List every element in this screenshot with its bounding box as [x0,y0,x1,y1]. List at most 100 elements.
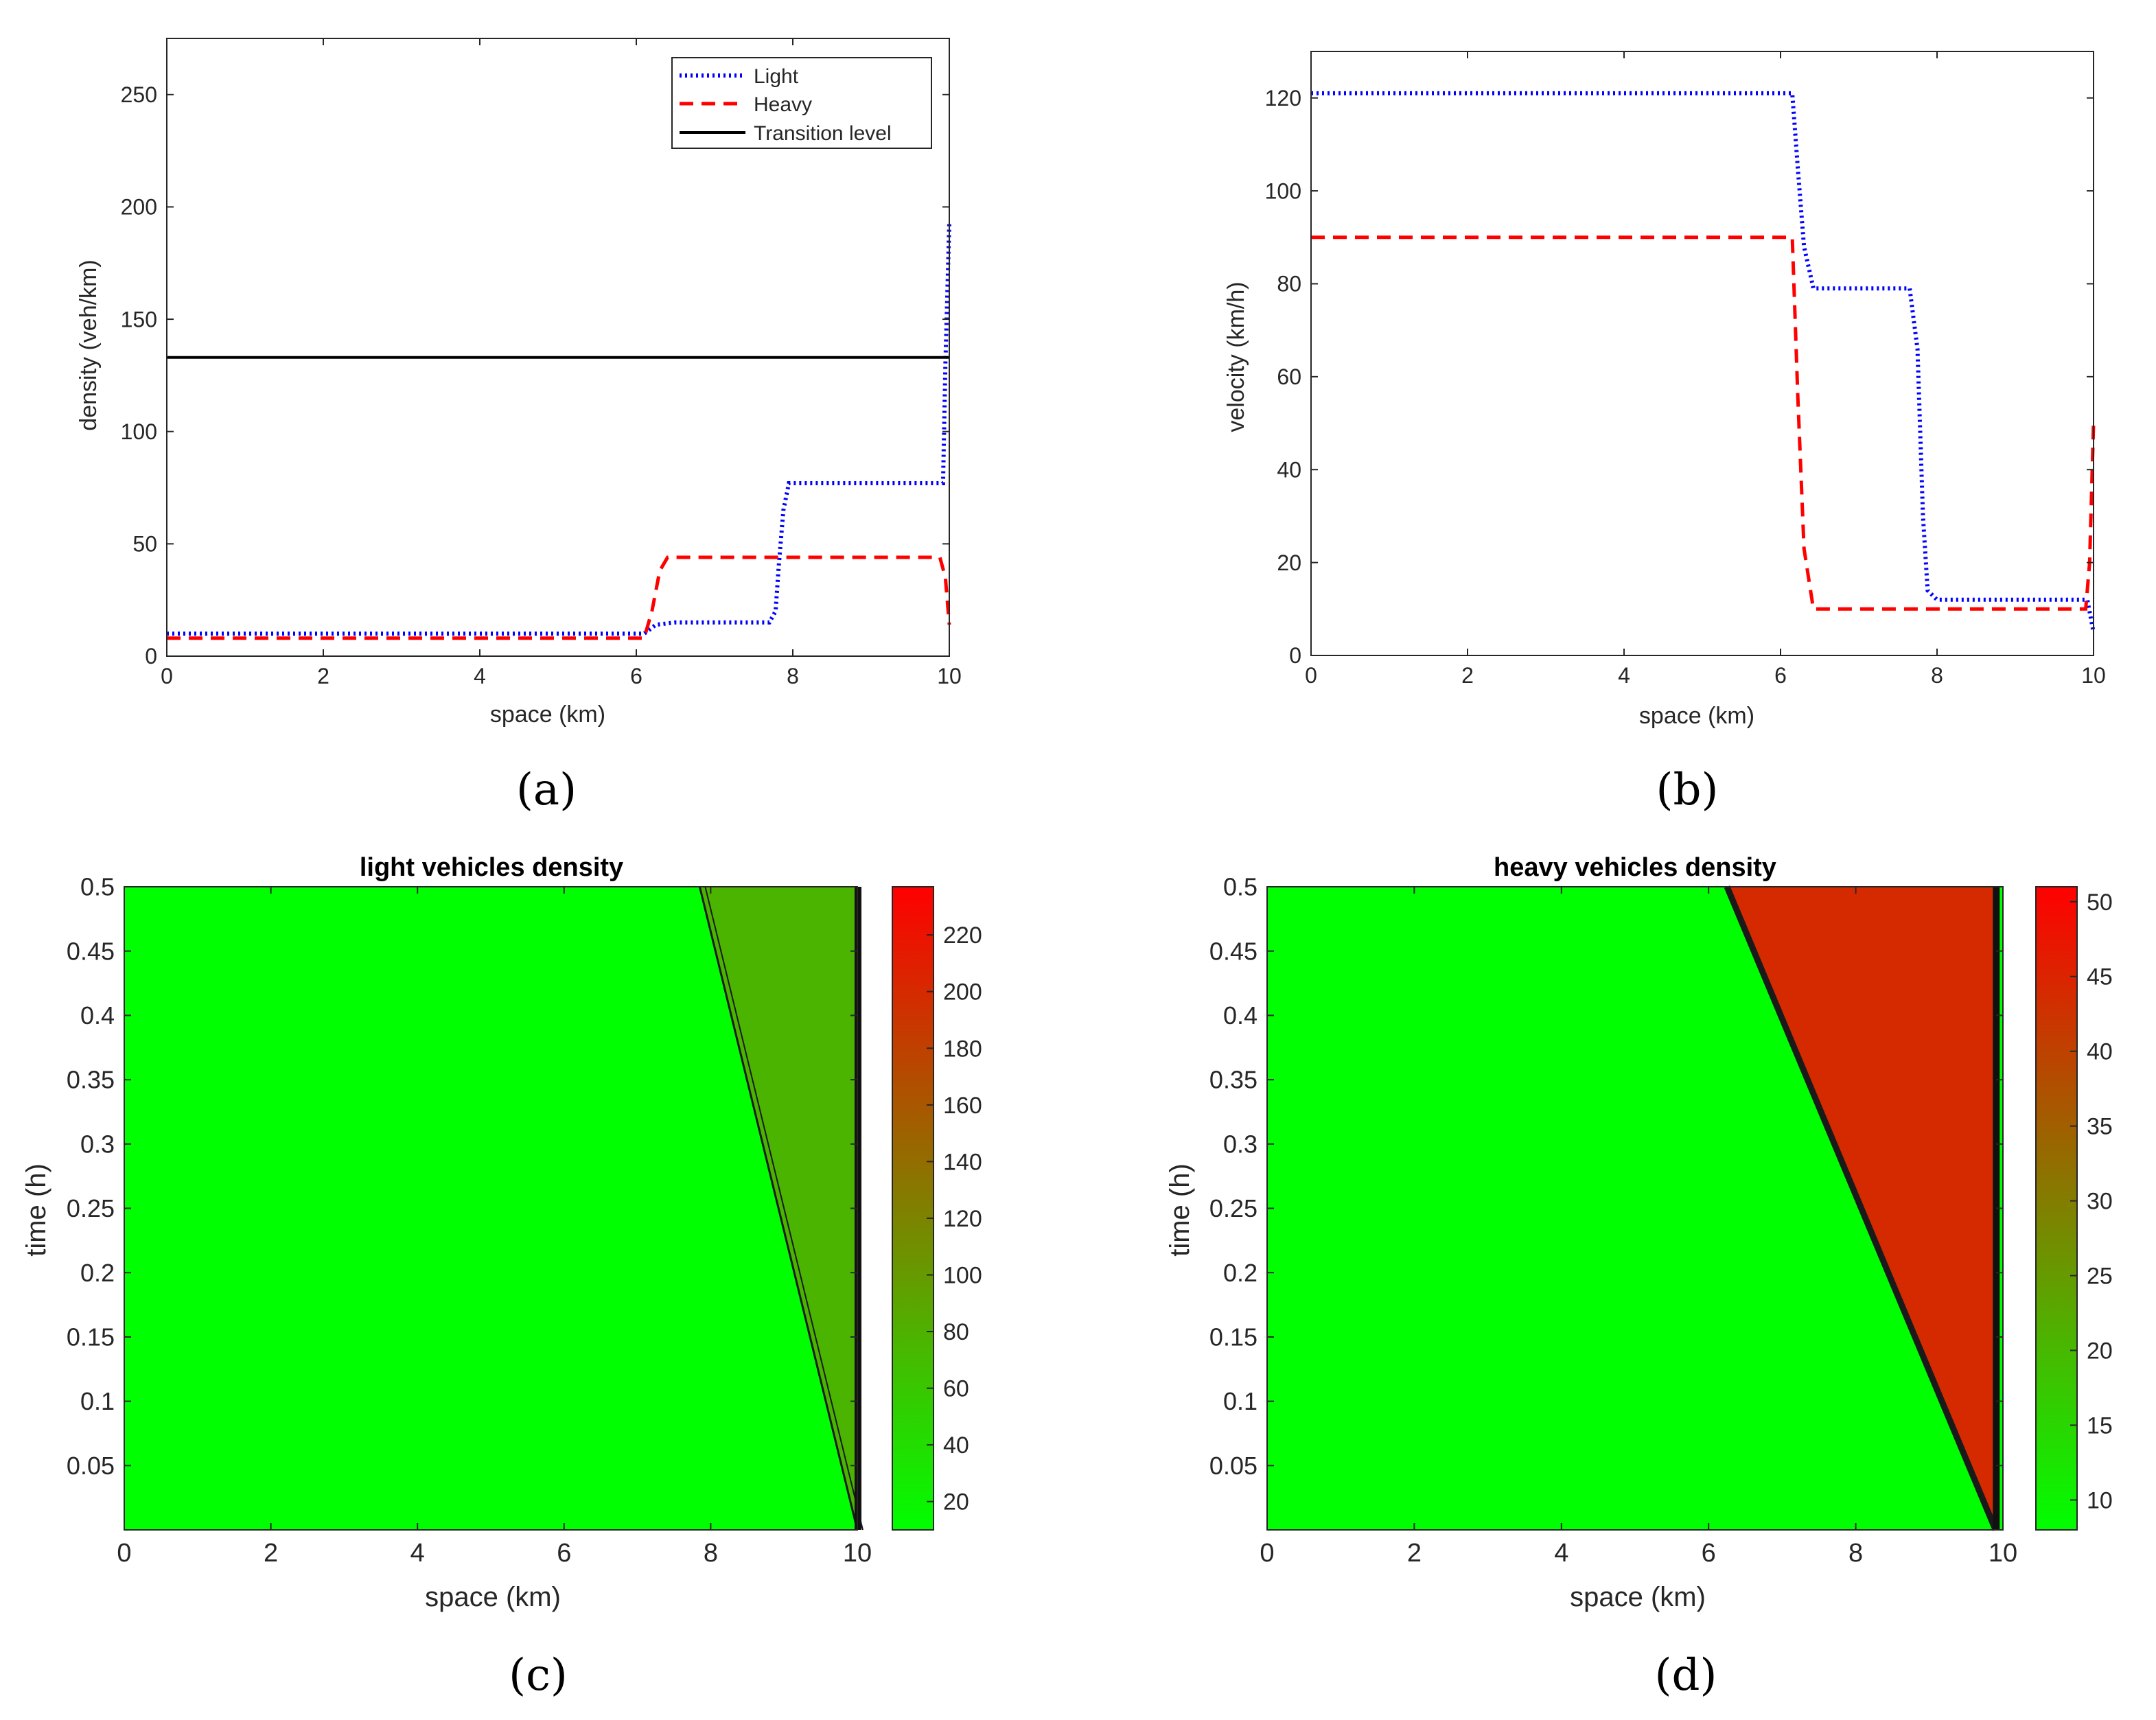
x-tick-label: 6 [1702,1539,1716,1568]
series-light [167,222,951,636]
panel-b-label: (b) [1656,765,1719,815]
y-tick-label: 120 [1265,86,1301,111]
y-tick-label: 0.5 [80,873,115,901]
x-tick-label: 8 [704,1539,718,1568]
legend-heavy-label: Heavy [754,93,812,116]
y-tick-label: 0.1 [80,1387,115,1415]
colorbar-tick-label: 20 [943,1489,969,1515]
y-tick-label: 0.35 [1209,1066,1257,1094]
colorbar-tick-label: 100 [943,1263,982,1289]
y-tick-label: 150 [121,307,157,332]
x-tick-label: 8 [1931,663,1943,688]
legend-transition-label: Transition level [754,122,892,145]
x-tick-label: 8 [1848,1539,1863,1568]
colorbar-tick-label: 80 [943,1319,969,1345]
colorbar-tick-label: 40 [943,1432,969,1458]
panel-a-label: (a) [516,765,577,815]
x-tick-label: 0 [117,1539,131,1568]
y-tick-label: 0.25 [1209,1194,1257,1222]
plot-frame [166,38,950,657]
x-tick-label: 10 [2081,663,2106,688]
panel-c-title: light vehicles density [360,853,623,882]
colorbar-tick-label: 60 [943,1376,969,1402]
x-tick-label: 0 [1305,663,1317,688]
shock-front-contour [698,886,859,1531]
x-tick-label: 4 [410,1539,425,1568]
y-tick-label: 0.45 [67,937,115,965]
panel-a-xlabel: space (km) [490,701,605,728]
colorbar-tick-label: 25 [2087,1264,2113,1290]
y-tick-label: 0.45 [1209,937,1257,965]
y-tick-label: 250 [121,82,157,107]
colorbar-tick-label: 45 [2087,964,2113,990]
y-tick-label: 0 [1289,643,1301,668]
panel-d: heavy vehicles density 0 2 4 6 8 10 0.05 0.1 0.1… [1165,853,2113,1701]
x-tick-label: 2 [264,1539,278,1568]
panel-c-plot: 0 2 4 6 8 10 0.05 0.1 0.15 0.2 0.25 0.3 0.35 0.4 0.45 0… [67,873,982,1568]
y-tick-label: 0.3 [1223,1130,1257,1158]
series-light [1311,91,2096,633]
y-tick-label: 0.35 [67,1066,115,1094]
colorbar [892,886,934,1531]
y-tick-label: 0.1 [1223,1387,1257,1415]
series-heavy [167,555,951,640]
panel-c-label: (c) [509,1650,568,1701]
y-tick-label: 0.05 [67,1452,115,1480]
panel-d-label: (d) [1655,1650,1717,1701]
x-tick-label: 0 [1260,1539,1274,1568]
y-tick-label: 0.3 [80,1130,115,1158]
x-tick-label: 4 [1554,1539,1568,1568]
panel-c-xlabel: space (km) [425,1582,561,1612]
panel-d-plot: 0 2 4 6 8 10 0.05 0.1 0.15 0.2 0.25 0.3 0.35 0.4 0.45 0… [1209,873,2113,1568]
x-tick-label: 10 [937,664,962,688]
colorbar-tick-label: 180 [943,1036,982,1062]
colorbar-tick-label: 30 [2087,1189,2113,1215]
plot-frame [1310,51,2094,656]
series-heavy [1311,235,2096,611]
y-tick-label: 0 [145,644,157,669]
x-tick-label: 2 [317,664,329,688]
y-tick-label: 60 [1277,364,1301,389]
y-tick-label: 0.4 [80,1001,115,1030]
colorbar-tick-label: 40 [2087,1039,2113,1065]
y-tick-label: 0.05 [1209,1452,1257,1480]
colorbar-tick-label: 35 [2087,1114,2113,1140]
y-tick-label: 80 [1277,272,1301,297]
x-tick-label: 10 [843,1539,872,1568]
colorbar-tick-label: 20 [2087,1338,2113,1364]
colorbar-tick-label: 15 [2087,1413,2113,1439]
plot-background [1311,51,2094,655]
y-tick-label: 0.15 [1209,1323,1257,1351]
x-tick-label: 4 [1618,663,1630,688]
y-tick-label: 0.2 [1223,1259,1257,1287]
panel-a-legend: Light Heavy Transition level [671,57,932,149]
panel-a-ylabel: density (veh/km) [76,259,102,430]
colorbar-tick-label: 220 [943,922,982,949]
colorbar-tick-label: 200 [943,979,982,1006]
shock-front-contour [1724,885,1999,1531]
colorbar-tick-label: 120 [943,1206,982,1232]
x-tick-label: 8 [787,664,799,688]
y-tick-label: 100 [121,419,157,444]
x-tick-label: 0 [161,664,173,688]
panel-b-ylabel: velocity (km/h) [1223,281,1249,432]
y-tick-label: 0.15 [67,1323,115,1351]
colorbar-tick-label: 160 [943,1093,982,1119]
legend-light-label: Light [754,65,799,88]
y-tick-label: 40 [1277,457,1301,482]
y-tick-label: 0.25 [67,1194,115,1222]
colorbar [2035,886,2078,1531]
panel-b-xlabel: space (km) [1639,703,1754,729]
y-tick-label: 0.2 [80,1259,115,1287]
panel-d-ylabel: time (h) [1165,1163,1195,1257]
y-tick-label: 50 [132,532,157,557]
y-tick-label: 0.4 [1223,1001,1257,1030]
x-tick-label: 6 [557,1539,571,1568]
y-tick-label: 20 [1277,550,1301,575]
y-tick-label: 200 [121,195,157,220]
panel-c-ylabel: time (h) [21,1163,51,1257]
x-tick-label: 4 [474,664,486,688]
x-tick-label: 6 [630,664,642,688]
